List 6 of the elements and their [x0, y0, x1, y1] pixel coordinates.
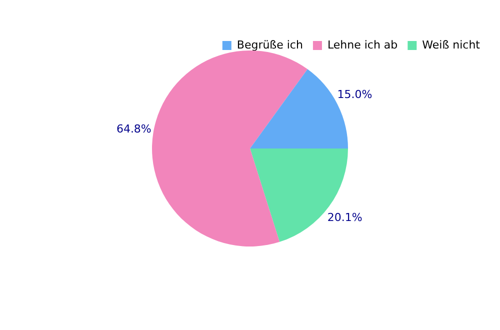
legend-label: Begrüße ich: [236, 38, 303, 52]
data-label: 64.8%: [116, 122, 152, 136]
legend-label: Lehne ich ab: [327, 38, 398, 52]
data-label: 15.0%: [337, 88, 372, 101]
data-label: 20.1%: [327, 210, 362, 224]
legend-label: Weiß nicht: [422, 38, 481, 52]
